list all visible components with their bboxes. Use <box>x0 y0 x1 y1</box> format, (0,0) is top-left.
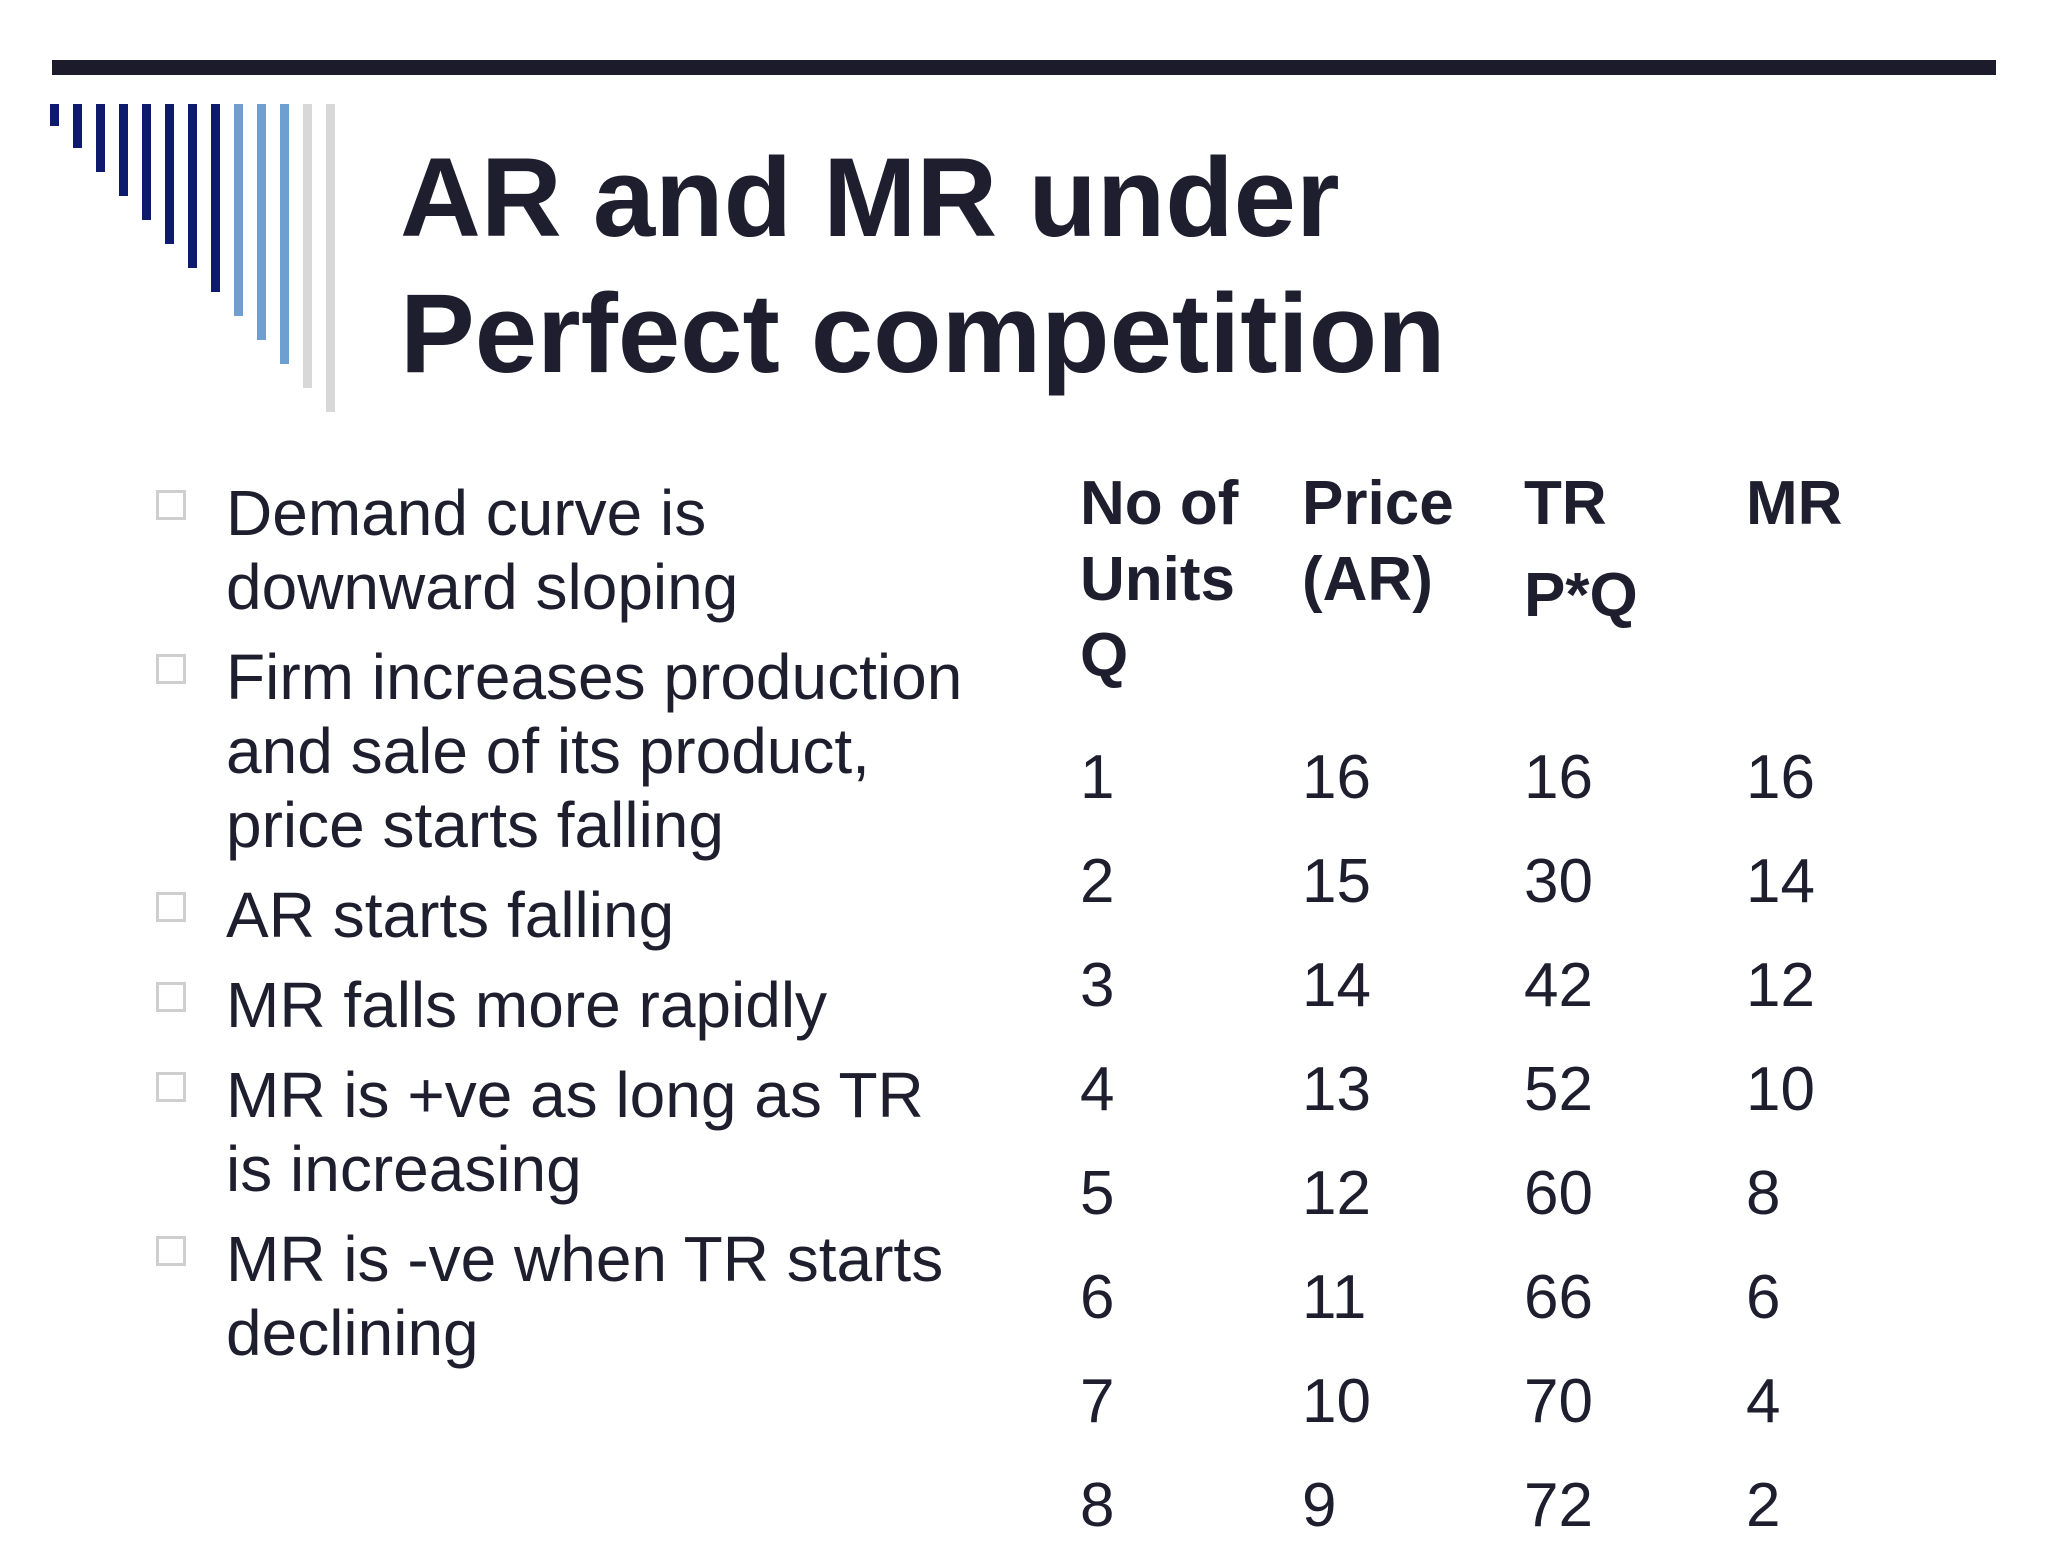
square-bullet-icon <box>156 654 186 684</box>
bullet-item: MR falls more rapidly <box>150 968 980 1042</box>
cell-price: 13 <box>1302 1055 1371 1124</box>
deco-bar <box>73 104 82 148</box>
cell-mr: 4 <box>1746 1367 1781 1436</box>
cell-units: 5 <box>1080 1159 1115 1228</box>
cell-price: 14 <box>1302 951 1371 1020</box>
cell-price: 10 <box>1302 1367 1371 1436</box>
slide-title: AR and MR under Perfect competition <box>400 130 1960 402</box>
square-bullet-icon <box>156 892 186 922</box>
header-price-line: Price <box>1302 469 1454 538</box>
cell-units: 7 <box>1080 1367 1115 1436</box>
table-row: 3 14 42 12 <box>1080 934 1946 1038</box>
title-line-1: AR and MR under <box>400 135 1340 260</box>
cell-mr: 2 <box>1746 1471 1781 1540</box>
cell-price: 9 <box>1302 1471 1337 1540</box>
deco-bar <box>119 104 128 196</box>
deco-bar <box>211 104 220 292</box>
header-tr-line: TR <box>1524 469 1607 538</box>
cell-mr: 10 <box>1746 1055 1815 1124</box>
bullet-text: AR starts falling <box>226 879 675 951</box>
cell-units: 2 <box>1080 847 1115 916</box>
cell-price: 15 <box>1302 847 1371 916</box>
cell-tr: 66 <box>1524 1263 1593 1332</box>
table-row: 5 12 60 8 <box>1080 1142 1946 1246</box>
top-rule <box>52 60 1996 75</box>
revenue-table: No of Units Q Price (AR) TR P*Q MR <box>1080 466 2000 1558</box>
bullet-text: MR is -ve when TR starts declining <box>226 1223 944 1369</box>
bullet-text: Firm increases production and sale of it… <box>226 641 963 861</box>
cell-price: 11 <box>1302 1263 1367 1332</box>
cell-units: 8 <box>1080 1471 1115 1540</box>
table-row: 2 15 30 14 <box>1080 830 1946 934</box>
cell-mr: 16 <box>1746 743 1815 812</box>
bullet-item: Demand curve is downward sloping <box>150 476 980 624</box>
header-units-line: Q <box>1080 621 1129 690</box>
header-units: No of Units Q <box>1080 466 1302 726</box>
table-row: 4 13 52 10 <box>1080 1038 1946 1142</box>
table-row: 7 10 70 4 <box>1080 1350 1946 1454</box>
cell-tr: 70 <box>1524 1367 1593 1436</box>
cell-tr: 42 <box>1524 951 1593 1020</box>
cell-units: 3 <box>1080 951 1115 1020</box>
header-price: Price (AR) <box>1302 466 1524 726</box>
square-bullet-icon <box>156 1072 186 1102</box>
cell-tr: 30 <box>1524 847 1593 916</box>
header-units-line: No of <box>1080 469 1239 538</box>
cell-mr: 6 <box>1746 1263 1781 1332</box>
bullet-text: Demand curve is downward sloping <box>226 477 739 623</box>
header-tr: TR P*Q <box>1524 466 1746 726</box>
header-mr: MR <box>1746 466 1946 726</box>
square-bullet-icon <box>156 982 186 1012</box>
table-header-row: No of Units Q Price (AR) TR P*Q MR <box>1080 466 1946 726</box>
bullet-text: MR is +ve as long as TR is increasing <box>226 1059 924 1205</box>
cell-units: 1 <box>1080 743 1115 812</box>
cell-tr: 52 <box>1524 1055 1593 1124</box>
deco-bar <box>257 104 266 340</box>
cell-tr: 16 <box>1524 743 1593 812</box>
bullet-item: AR starts falling <box>150 878 980 952</box>
cell-units: 4 <box>1080 1055 1115 1124</box>
decorative-bars <box>50 104 340 424</box>
header-units-line: Units <box>1080 545 1235 614</box>
deco-bar <box>234 104 243 316</box>
bullet-item: Firm increases production and sale of it… <box>150 640 980 862</box>
header-price-line: (AR) <box>1302 545 1433 614</box>
cell-tr: 72 <box>1524 1471 1593 1540</box>
cell-price: 12 <box>1302 1159 1371 1228</box>
bullet-item: MR is +ve as long as TR is increasing <box>150 1058 980 1206</box>
cell-mr: 14 <box>1746 847 1815 916</box>
deco-bar <box>188 104 197 268</box>
table-row: 1 16 16 16 <box>1080 726 1946 830</box>
cell-mr: 12 <box>1746 951 1815 1020</box>
deco-bar <box>142 104 151 220</box>
deco-bar <box>96 104 105 172</box>
square-bullet-icon <box>156 490 186 520</box>
bullet-item: MR is -ve when TR starts declining <box>150 1222 980 1370</box>
cell-units: 6 <box>1080 1263 1115 1332</box>
cell-price: 16 <box>1302 743 1371 812</box>
table-row: 8 9 72 2 <box>1080 1454 1946 1558</box>
deco-bar <box>165 104 174 244</box>
bullet-list: Demand curve is downward sloping Firm in… <box>150 476 980 1386</box>
deco-bar <box>303 104 312 388</box>
deco-bar <box>50 104 59 126</box>
square-bullet-icon <box>156 1236 186 1266</box>
revenue-table-grid: No of Units Q Price (AR) TR P*Q MR <box>1080 466 1946 1558</box>
title-line-2: Perfect competition <box>400 271 1446 396</box>
deco-bar <box>280 104 289 364</box>
cell-mr: 8 <box>1746 1159 1781 1228</box>
header-mr-line: MR <box>1746 469 1843 538</box>
cell-tr: 60 <box>1524 1159 1593 1228</box>
table-row: 6 11 66 6 <box>1080 1246 1946 1350</box>
header-tr-line: P*Q <box>1524 561 1638 630</box>
bullet-text: MR falls more rapidly <box>226 969 828 1041</box>
deco-bar <box>326 104 335 412</box>
